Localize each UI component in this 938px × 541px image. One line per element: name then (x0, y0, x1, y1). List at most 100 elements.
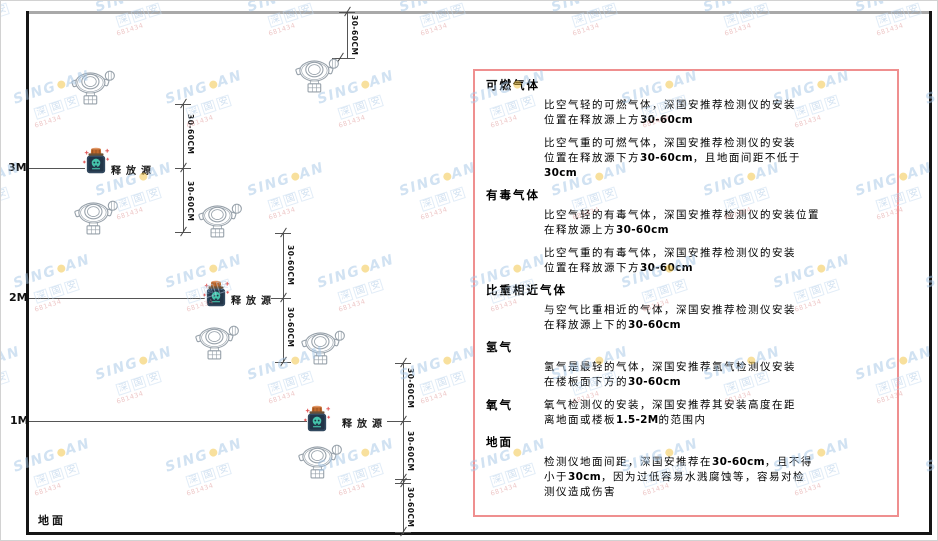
gas-detector-icon (71, 68, 117, 106)
panel-section: 可燃气体 比空气轻的可燃气体，深国安推荐检测仪的安装 位置在释放源上方30-60cm… (484, 79, 887, 181)
dimension-tick (175, 104, 191, 105)
dimension-label: 30-60CM (286, 307, 295, 348)
brand-dot-icon (359, 79, 370, 90)
dimension-tick (175, 232, 191, 233)
dimension-tick (332, 58, 355, 59)
dimension-tick (395, 363, 411, 364)
level-line-3m (29, 168, 85, 169)
brand-dot-icon (289, 171, 300, 182)
dimension-tick (275, 298, 291, 299)
section-heading: 可燃气体 (486, 78, 540, 92)
brand-dot-icon (441, 355, 452, 366)
panel-section: 氧气 氧气检测仪的安装，深国安推荐其安装高度在距 离地面或楼板1.5-2M的范围内 (484, 398, 887, 428)
gas-detector-icon (298, 442, 344, 480)
level-line-2m (29, 298, 205, 299)
dimension-label: 30-60CM (406, 487, 415, 528)
brand-dot-icon (207, 79, 218, 90)
brand-dot-icon (897, 355, 908, 366)
text-line: 比空气重的可燃气体，深国安推荐检测仪的安装 (544, 137, 796, 149)
brand-dot-icon (55, 79, 66, 90)
release-source-icon (303, 405, 331, 435)
text-line: 氧气检测仪的安装，深国安推荐其安装高度在距 (544, 399, 796, 411)
text-line: 位置在释放源上方30-60cm (544, 114, 693, 126)
dimension-tick (175, 168, 191, 169)
axis-label-1m: 1M (10, 414, 29, 427)
brand-dot-icon (897, 171, 908, 182)
brand-dot-icon (55, 263, 66, 274)
dimension-label: 30-60CM (286, 245, 295, 286)
dimension-tick (395, 483, 411, 484)
brand-dot-icon (359, 447, 370, 458)
gas-detector-icon (198, 201, 244, 239)
axis-label-3m: 3M (8, 161, 27, 174)
release-source-label: 释放源 (342, 419, 387, 430)
dimension-label: 30-60CM (406, 431, 415, 472)
ceiling-line (28, 11, 932, 14)
brand-dot-icon (359, 263, 370, 274)
text-line: 与空气比重相近的气体，深国安推荐检测仪安装 (544, 304, 796, 316)
panel-section: 比重相近气体与空气比重相近的气体，深国安推荐检测仪安装 在释放源上下的30-60c… (484, 284, 887, 333)
gas-detector-icon (74, 198, 120, 236)
section-heading: 氢气 (486, 340, 513, 354)
dimension-tick (395, 421, 411, 422)
release-source-icon (82, 147, 110, 177)
release-source-label: 释放源 (111, 166, 156, 177)
text-line: 位置在释放源下方30-60cm，且地面间距不低于 (544, 152, 801, 164)
panel-section: 氢气氢气是最轻的气体，深国安推荐氢气检测仪安装 在楼板面下方的30-60cm (484, 341, 887, 390)
brand-dot-icon (55, 447, 66, 458)
section-heading: 氧气 (486, 398, 513, 412)
info-panel: 可燃气体 比空气轻的可燃气体，深国安推荐检测仪的安装 位置在释放源上方30-60cm… (473, 69, 899, 517)
text-line: 在释放源上方30-60cm (544, 224, 669, 236)
panel-section: 地面 检测仪地面间距，深国安推荐在30-60cm，且不得 小于30cm，因为过低容易… (484, 436, 887, 500)
wall-axis-line (26, 11, 29, 535)
dimension-tick (395, 479, 411, 480)
release-source-label: 释放源 (231, 296, 276, 307)
dimension-label: 30-60CM (406, 368, 415, 409)
brand-dot-icon (137, 355, 148, 366)
text-line: 在释放源上下的30-60cm (544, 319, 681, 331)
text-line: 比空气轻的可燃气体，深国安推荐检测仪的安装 (544, 99, 796, 111)
brand-dot-icon (441, 171, 452, 182)
brand-dot-icon (289, 355, 300, 366)
level-line-1m (29, 421, 307, 422)
dimension-tick (339, 12, 355, 13)
dimension-tick (275, 233, 291, 234)
dimension-label: 30-60CM (186, 114, 195, 155)
dimension-line-ceiling (347, 12, 348, 59)
text-line: 位置在释放源下方30-60cm (544, 262, 693, 274)
text-line: 测仪造成伤害 (544, 486, 616, 498)
ground-line (26, 532, 932, 535)
section-heading: 比重相近气体 (486, 283, 567, 297)
dimension-label: 30-60CM (350, 15, 359, 56)
text-line: 氢气是最轻的气体，深国安推荐氢气检测仪安装 (544, 361, 796, 373)
right-border-line (929, 11, 932, 535)
panel-section: 有毒气体 比空气轻的有毒气体，深国安推荐检测仪的安装位置 在释放源上方30-60cm… (484, 189, 887, 276)
gas-detector-icon (195, 323, 241, 361)
text-line: 在楼板面下方的30-60cm (544, 376, 681, 388)
dimension-label: 30-60CM (186, 181, 195, 222)
ground-label: 地面 (38, 514, 66, 527)
text-line: 比空气重的有毒气体，深国安推荐检测仪的安装 (544, 247, 796, 259)
section-heading: 有毒气体 (486, 188, 540, 202)
release-source-icon (202, 280, 230, 310)
text-line: 检测仪地面间距，深国安推荐在30-60cm，且不得 (544, 456, 813, 468)
text-line: 比空气轻的有毒气体，深国安推荐检测仪的安装位置 (544, 209, 820, 221)
brand-dot-icon (207, 263, 218, 274)
brand-dot-icon (207, 447, 218, 458)
text-line: 离地面或楼板1.5-2M的范围内 (544, 414, 707, 426)
dimension-line-1m (403, 363, 404, 534)
text-line: 小于30cm，因为过低容易水溅腐蚀等，容易对检 (544, 471, 805, 483)
gas-detector-icon (301, 328, 347, 366)
gas-detector-icon (295, 56, 341, 94)
